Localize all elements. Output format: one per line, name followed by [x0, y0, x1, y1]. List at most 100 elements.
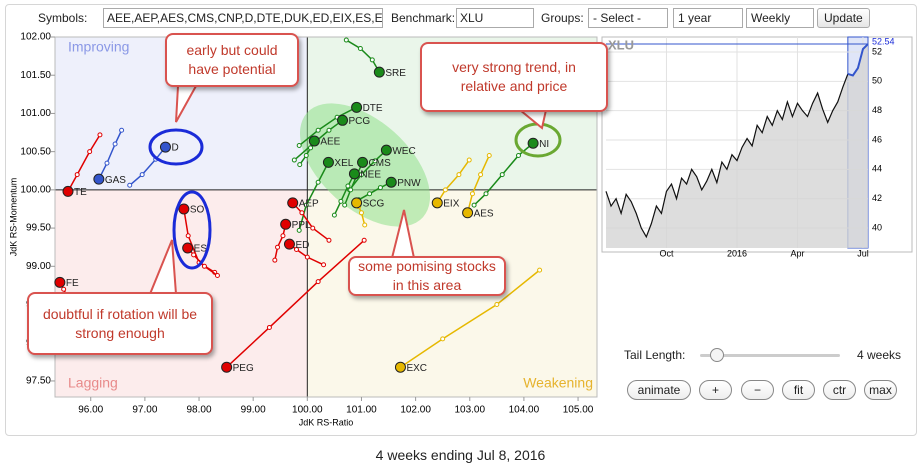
tail-point: [331, 212, 337, 218]
tail-point: [104, 160, 110, 166]
head-point: [431, 197, 443, 209]
x-tick-label: 104.00: [509, 405, 540, 416]
price-line-recent: [847, 43, 869, 77]
point-label: PCG: [349, 116, 371, 127]
point-label: XEL: [334, 158, 353, 169]
tail-point: [478, 172, 484, 178]
tail-line: [436, 159, 470, 204]
tail-line: [98, 129, 123, 180]
tail-point: [369, 57, 375, 63]
annotation: doubtful if rotation will be strong enou…: [27, 292, 213, 355]
point-label: DTE: [363, 103, 383, 114]
annotation: very strong trend, in relative and price: [420, 42, 608, 112]
head-point: [385, 176, 397, 188]
update-button[interactable]: Update: [817, 8, 870, 28]
benchmark-label: Benchmark:: [391, 11, 456, 25]
tail-line: [293, 119, 343, 161]
head-point: [337, 114, 349, 126]
y-tick-label: 100.00: [20, 185, 51, 196]
tail-line: [400, 269, 541, 368]
x-tick-label: 2016: [727, 248, 747, 258]
control-button[interactable]: −: [741, 380, 774, 400]
tail-point: [486, 152, 492, 158]
tail-point: [471, 202, 477, 208]
point-label: SO: [190, 205, 205, 216]
point-label: AES: [474, 208, 494, 219]
tail-slider[interactable]: [700, 354, 840, 357]
tail-point: [499, 172, 505, 178]
interval-select[interactable]: Weekly: [746, 8, 814, 28]
quadrant-label: Weakening: [523, 375, 593, 391]
tail-point: [127, 182, 133, 188]
quadrant-label: Lagging: [68, 375, 118, 391]
tail-point: [357, 45, 363, 51]
head-point: [373, 66, 385, 78]
head-point: [287, 197, 299, 209]
groups-select[interactable]: - Select -: [588, 8, 668, 28]
tail-point: [358, 210, 364, 216]
x-tick-label: 101.00: [346, 405, 377, 416]
point-label: GAS: [105, 175, 126, 186]
y-tick-label: 99.50: [26, 223, 51, 234]
tail-point: [315, 279, 321, 285]
x-tick-label: Jul: [857, 248, 869, 258]
mini-title: XLU: [608, 37, 634, 52]
tail-line: [274, 224, 287, 261]
tail-point: [469, 191, 475, 197]
head-point: [351, 197, 363, 209]
y-tick-label: 48: [872, 105, 882, 115]
benchmark-input[interactable]: XLU: [456, 8, 534, 28]
control-button[interactable]: fit: [782, 380, 815, 400]
control-button[interactable]: animate: [627, 380, 691, 400]
period-select[interactable]: 1 year: [673, 8, 743, 28]
tail-point: [308, 145, 314, 151]
tail-point: [377, 185, 383, 191]
slider-handle[interactable]: [710, 348, 724, 362]
tail-point: [214, 272, 220, 278]
tail-point: [338, 198, 344, 204]
tail-point: [119, 127, 125, 133]
y-tick-label: 42: [872, 193, 882, 203]
point-label: TE: [74, 187, 87, 198]
head-point: [283, 238, 295, 250]
tail-point: [112, 141, 118, 147]
y-tick-label: 101.50: [20, 70, 51, 81]
tail-point: [466, 157, 472, 163]
tail-point: [296, 227, 302, 233]
tail-line: [343, 162, 364, 206]
tail-point: [362, 222, 368, 228]
tail-point: [343, 37, 349, 43]
tail-point: [342, 202, 348, 208]
annotation: early but could have potential: [165, 33, 299, 87]
tail-point: [326, 127, 332, 133]
control-button[interactable]: ctr: [823, 380, 856, 400]
symbols-input[interactable]: AEE,AEP,AES,CMS,CNP,D,DTE,DUK,ED,EIX,ES,…: [103, 8, 383, 28]
head-point: [380, 144, 392, 156]
head-point: [308, 135, 320, 147]
point-label: NI: [539, 139, 549, 150]
head-point: [93, 173, 105, 185]
tail-point: [97, 132, 103, 138]
tail-point: [456, 172, 462, 178]
head-point: [394, 361, 406, 373]
area: [606, 44, 868, 248]
control-button[interactable]: +: [699, 380, 732, 400]
x-tick-label: 105.00: [563, 405, 594, 416]
tail-value: 4 weeks: [857, 348, 902, 362]
x-tick-label: Apr: [790, 248, 804, 258]
tail-point: [483, 191, 489, 197]
point-label: D: [171, 143, 178, 154]
plot-border: [54, 36, 598, 398]
point-label: ES: [194, 244, 208, 255]
point-label: SRE: [385, 68, 406, 79]
control-button[interactable]: max: [864, 380, 897, 400]
tail-line: [466, 155, 490, 213]
head-point: [159, 141, 171, 153]
tail-point: [515, 152, 521, 158]
y-tick-label: 40: [872, 222, 882, 232]
tail-point: [280, 233, 286, 239]
tail-label: Tail Length:: [624, 348, 686, 362]
x-tick-label: 100.00: [292, 405, 323, 416]
y-tick-label: 101.00: [20, 108, 51, 119]
